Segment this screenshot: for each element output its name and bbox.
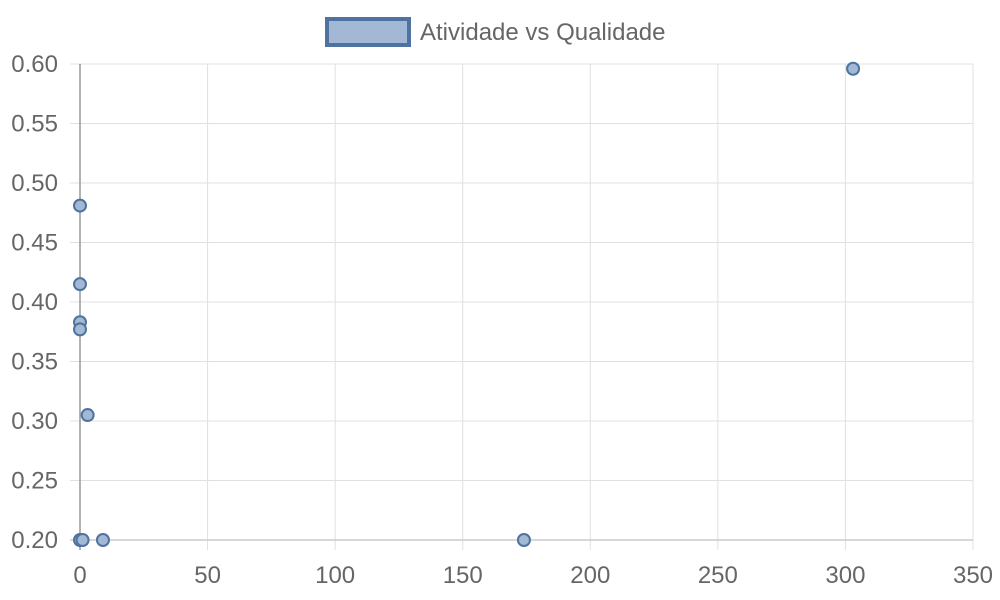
y-axis-ticks: 0.20 0.25 0.30 0.35 0.40 0.45 0.50 0.55 0.60 [11, 51, 58, 554]
y-tick-label: 0.35 [11, 349, 58, 376]
legend-swatch [325, 17, 411, 47]
grid-lines [70, 63, 974, 550]
scatter-point[interactable] [75, 533, 90, 547]
y-tick-label: 0.25 [11, 468, 58, 495]
y-tick-label: 0.55 [11, 111, 58, 138]
scatter-points [73, 61, 861, 547]
scatter-point[interactable] [73, 322, 87, 337]
x-tick-label: 0 [73, 562, 86, 589]
y-tick-label: 0.30 [11, 408, 58, 435]
axes [70, 64, 973, 550]
x-tick-label: 150 [443, 562, 483, 589]
legend: Atividade vs Qualidade [325, 17, 665, 47]
y-tick-label: 0.40 [11, 289, 58, 316]
x-axis-ticks: 0 50 100 150 200 250 300 350 [73, 562, 993, 589]
scatter-point[interactable] [846, 61, 861, 76]
x-tick-label: 200 [570, 562, 610, 589]
x-tick-label: 300 [825, 562, 865, 589]
x-tick-label: 100 [315, 562, 355, 589]
x-tick-label: 250 [698, 562, 738, 589]
scatter-point[interactable] [73, 277, 87, 292]
scatter-point[interactable] [516, 533, 531, 547]
y-tick-label: 0.60 [11, 51, 58, 78]
legend-label: Atividade vs Qualidade [420, 19, 665, 46]
scatter-point[interactable] [95, 533, 110, 547]
y-tick-label: 0.20 [11, 527, 58, 554]
y-tick-label: 0.45 [11, 230, 58, 257]
scatter-point[interactable] [73, 198, 87, 213]
x-tick-label: 50 [194, 562, 221, 589]
x-tick-label: 350 [953, 562, 993, 589]
scatter-point[interactable] [80, 408, 95, 423]
y-tick-label: 0.50 [11, 170, 58, 197]
